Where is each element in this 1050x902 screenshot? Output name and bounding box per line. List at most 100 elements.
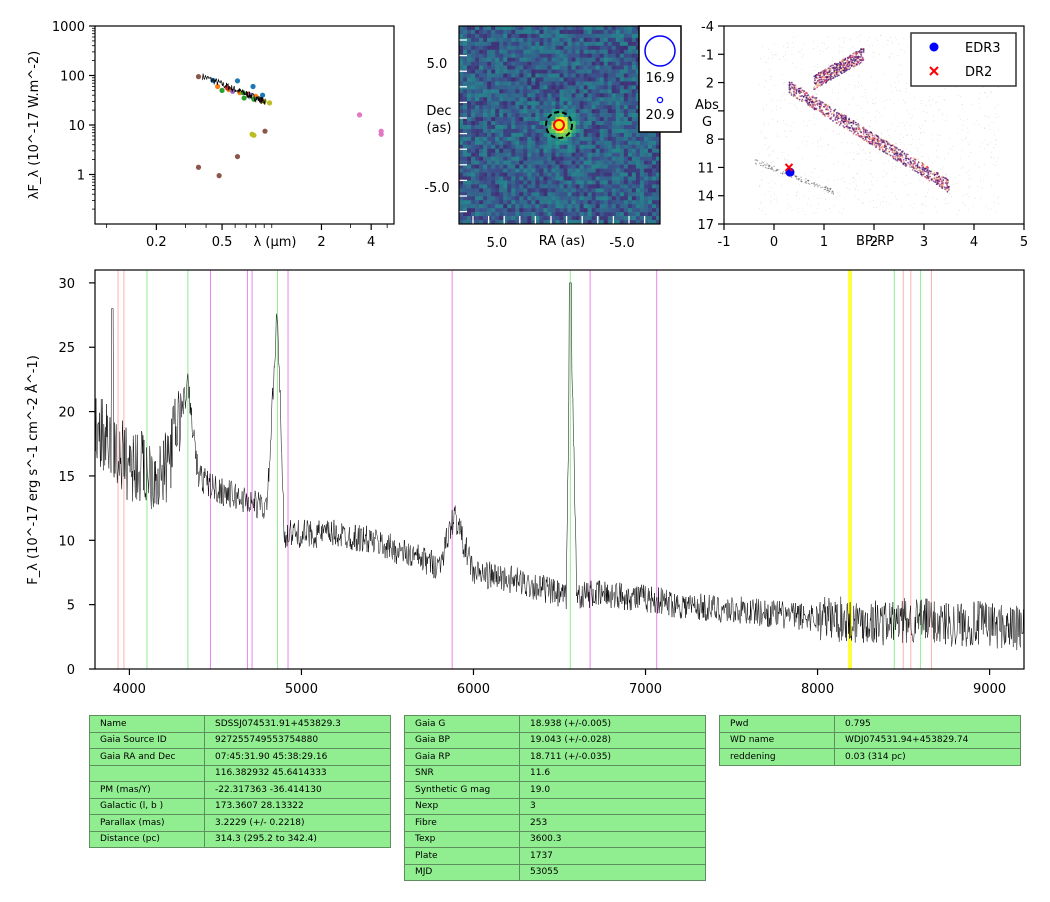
density-point xyxy=(850,124,853,127)
pixel xyxy=(515,216,520,221)
density-point xyxy=(855,130,858,133)
pixel xyxy=(631,26,637,31)
field-star xyxy=(765,61,767,62)
pixel xyxy=(587,168,592,173)
field-star xyxy=(837,161,839,163)
pixel xyxy=(595,73,600,78)
pixel xyxy=(547,200,552,205)
density-point xyxy=(798,91,801,94)
pixel xyxy=(655,180,661,185)
density-point xyxy=(862,133,865,135)
pixel xyxy=(623,57,629,62)
field-star xyxy=(854,196,856,197)
pixel xyxy=(603,148,609,154)
pixel xyxy=(531,148,536,154)
pixel xyxy=(607,109,613,114)
pixel xyxy=(479,168,484,173)
pixel xyxy=(595,168,600,173)
pixel xyxy=(479,160,484,165)
density-point xyxy=(914,170,917,172)
pixel xyxy=(603,93,609,98)
pixel xyxy=(475,208,480,213)
pixel xyxy=(479,132,484,138)
field-star xyxy=(920,103,922,104)
wd-sequence-point xyxy=(764,166,767,168)
pixel xyxy=(587,69,592,74)
field-star xyxy=(798,50,799,52)
field-star xyxy=(865,97,867,99)
legend-label-2: 20.9 xyxy=(646,108,675,123)
pixel xyxy=(491,109,496,114)
pixel xyxy=(551,117,556,122)
pixel xyxy=(535,156,540,161)
pixel xyxy=(615,81,621,86)
wd-sequence-point xyxy=(817,185,819,187)
pixel xyxy=(623,61,629,66)
pixel xyxy=(471,144,476,150)
pixel xyxy=(515,144,520,150)
density-point xyxy=(937,177,939,180)
pixel xyxy=(623,109,629,114)
field-star xyxy=(929,95,930,97)
density-point xyxy=(909,165,912,168)
pixel xyxy=(531,184,536,189)
pixel xyxy=(527,49,532,55)
pixel xyxy=(567,45,572,51)
pixel xyxy=(527,140,532,146)
pixel xyxy=(607,188,613,193)
wd-sequence-point xyxy=(791,176,793,178)
pixel xyxy=(623,176,629,181)
pixel xyxy=(463,188,468,193)
pixel xyxy=(579,184,584,189)
field-star xyxy=(972,205,974,207)
field-star xyxy=(839,59,840,60)
pixel xyxy=(627,105,633,110)
field-star xyxy=(859,41,861,42)
pixel xyxy=(459,184,464,189)
pixel xyxy=(543,204,548,209)
pixel xyxy=(543,77,548,82)
pixel xyxy=(539,117,544,122)
density-point xyxy=(788,84,791,87)
pixel xyxy=(559,53,564,58)
density-point xyxy=(795,97,798,99)
pixel xyxy=(579,26,584,31)
field-star xyxy=(876,180,878,182)
pixel xyxy=(519,136,524,142)
pixel xyxy=(587,220,592,225)
field-star xyxy=(839,50,840,52)
pixel xyxy=(535,164,540,169)
pixel xyxy=(655,204,661,209)
pixel xyxy=(571,168,576,173)
field-star xyxy=(888,129,890,131)
field-star xyxy=(857,105,859,107)
pixel xyxy=(619,77,625,82)
pixel xyxy=(467,97,472,102)
pixel xyxy=(623,196,629,201)
field-star xyxy=(832,60,833,62)
pixel xyxy=(511,196,516,201)
field-star xyxy=(759,185,761,187)
pixel xyxy=(527,164,532,169)
field-star xyxy=(995,113,997,115)
pixel xyxy=(531,101,536,106)
pixel xyxy=(515,188,520,193)
pixel xyxy=(651,180,657,185)
pixel xyxy=(651,216,657,221)
pixel xyxy=(611,33,617,39)
density-point xyxy=(862,137,864,140)
pixel xyxy=(615,196,621,201)
field-star xyxy=(891,192,893,194)
pixel xyxy=(559,176,564,181)
pixel xyxy=(479,57,484,62)
field-star xyxy=(838,52,840,54)
pixel xyxy=(555,53,560,58)
field-star xyxy=(886,201,887,203)
field-star xyxy=(945,203,947,205)
pixel xyxy=(603,136,609,142)
pixel xyxy=(575,125,580,130)
pixel xyxy=(575,93,580,98)
pixel xyxy=(491,192,496,197)
density-point xyxy=(791,85,794,88)
field-star xyxy=(856,119,858,121)
